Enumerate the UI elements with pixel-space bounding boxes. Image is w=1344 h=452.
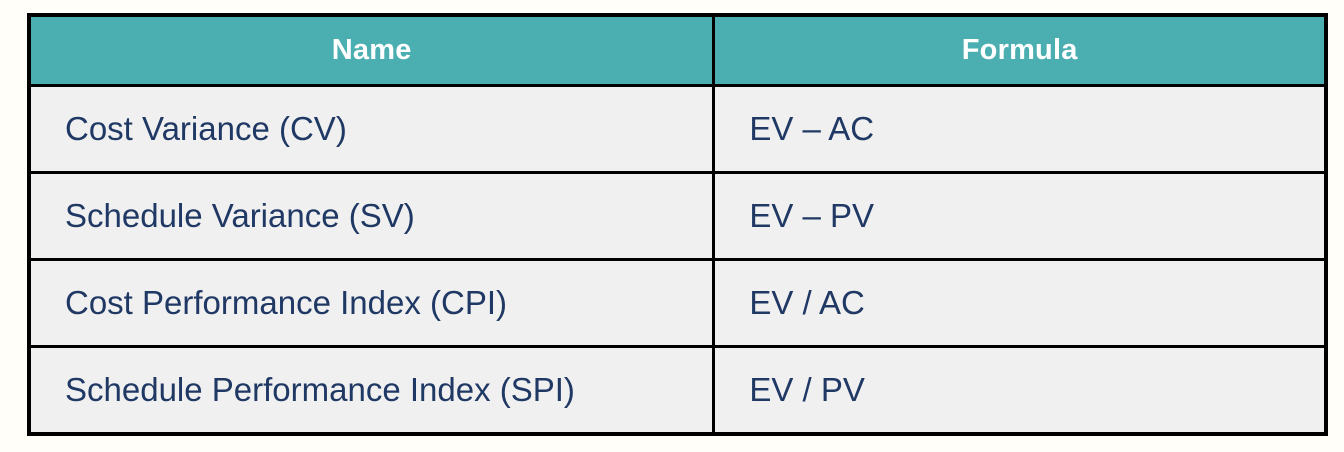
metric-formula-cell: EV / AC xyxy=(712,257,1328,349)
metric-name-cell: Cost Variance (CV) xyxy=(27,83,716,174)
table-row: Cost Performance Index (CPI) EV / AC xyxy=(27,257,1328,349)
metric-name-cell: Schedule Variance (SV) xyxy=(27,170,716,262)
table-row: Schedule Performance Index (SPI) EV / PV xyxy=(27,345,1328,436)
evm-formula-table: Name Formula Cost Variance (CV) EV – AC … xyxy=(27,13,1328,436)
metric-formula-cell: EV / PV xyxy=(712,345,1328,436)
formula-table: Name Formula Cost Variance (CV) EV – AC … xyxy=(27,13,1328,436)
metric-name-cell: Schedule Performance Index (SPI) xyxy=(27,345,716,436)
metric-formula-cell: EV – AC xyxy=(712,83,1328,174)
metric-formula-cell: EV – PV xyxy=(712,170,1328,262)
table-row: Schedule Variance (SV) EV – PV xyxy=(27,170,1328,262)
metric-name-cell: Cost Performance Index (CPI) xyxy=(27,257,716,349)
column-header-formula: Formula xyxy=(712,13,1328,87)
column-header-name: Name xyxy=(27,13,716,87)
table-header-row: Name Formula xyxy=(27,13,1328,87)
table-row: Cost Variance (CV) EV – AC xyxy=(27,83,1328,174)
